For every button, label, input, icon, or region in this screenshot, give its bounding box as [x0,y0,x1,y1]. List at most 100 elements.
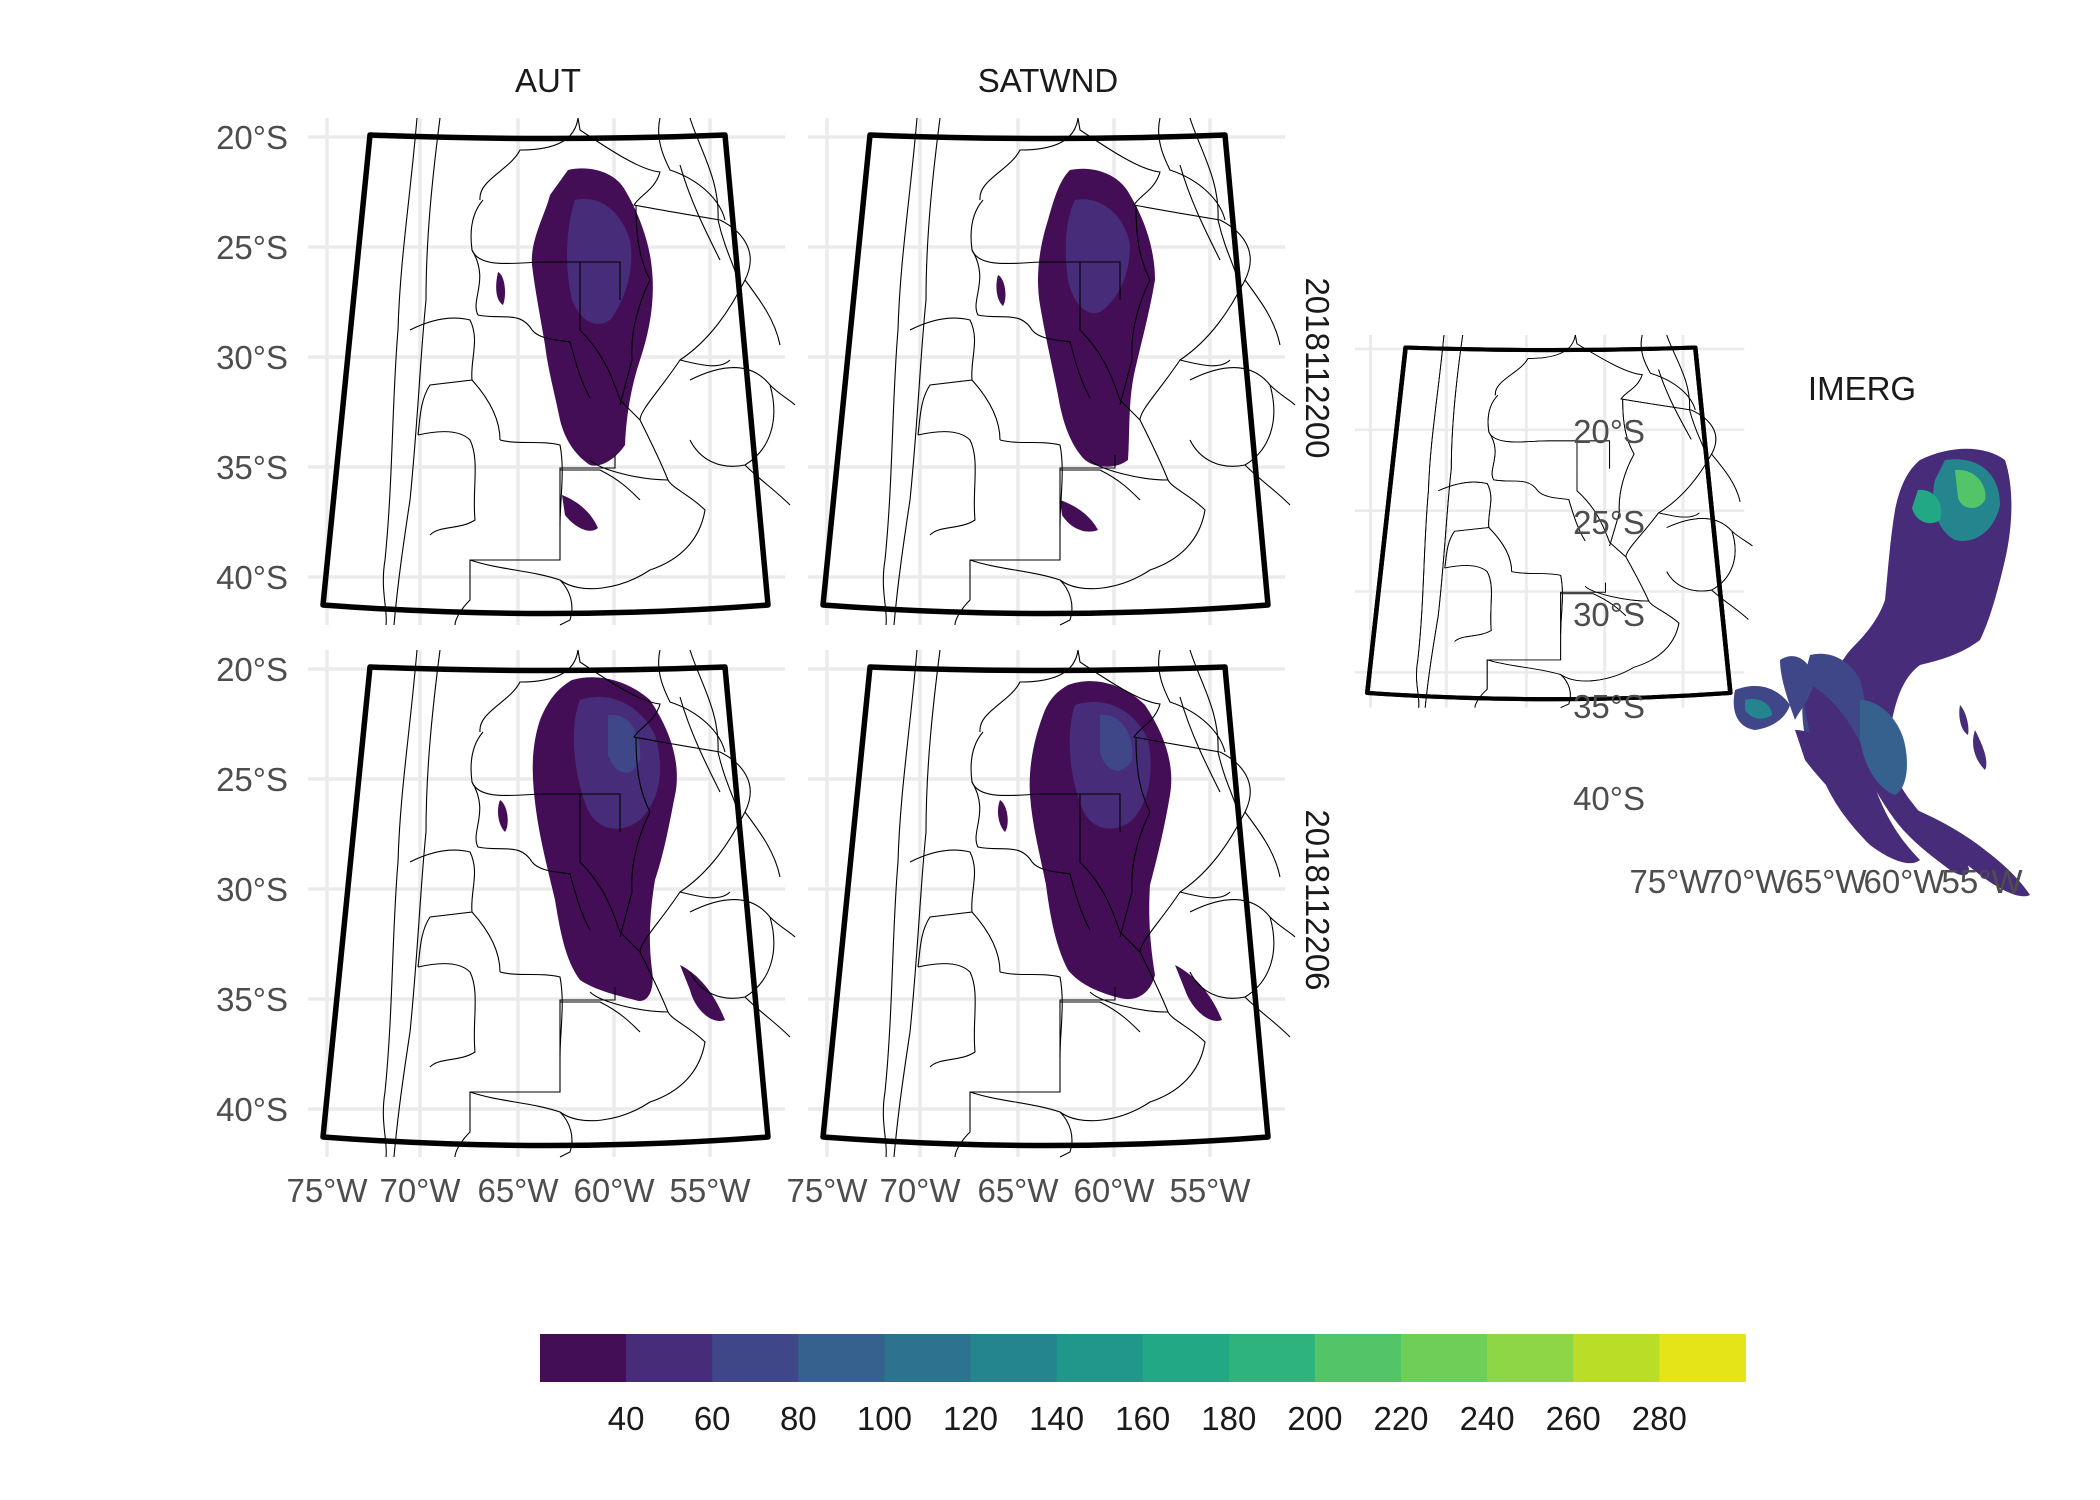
legend-swatch [884,1334,971,1382]
precip-area [562,495,598,531]
grid-lines [808,118,1285,625]
lon-tick-label: 75°W [1629,863,1711,900]
lon-tick-label: 60°W [1863,863,1945,900]
precip-area [1905,805,2030,897]
panel-aut-2018112200 [308,117,796,626]
lat-tick-label: 40°S [216,559,288,596]
strip-label-aut: AUT [515,62,581,99]
lon-tick-label: 55°W [1169,1172,1251,1209]
lon-tick-label: 70°W [1705,863,1787,900]
legend-swatch [712,1334,799,1382]
lon-tick-label: 55°W [669,1172,751,1209]
domain-outline-overlay [1364,345,1733,702]
lat-tick-label: 35°S [216,981,288,1018]
legend-swatch [540,1334,627,1382]
lon-tick-label: 60°W [1073,1172,1155,1209]
legend-swatch [626,1334,713,1382]
legend-tick-label: 180 [1201,1400,1256,1437]
lat-tick-label: 40°S [216,1091,288,1128]
domain-outline [820,132,1271,617]
precip-area [1065,199,1130,314]
lon-tick-label: 55°W [1941,863,2023,900]
precip-area [1912,489,1942,524]
lat-tick-label: 25°S [216,761,288,798]
precip-area [1780,656,1815,720]
legend-swatch [1056,1334,1144,1382]
legend-swatch [1487,1334,1574,1382]
strip-label-satwnd: SATWND [978,62,1119,99]
precip-area [1100,714,1133,771]
panel-satwnd-2018112200 [808,117,1296,626]
strip-label-row-2018112206: 2018112206 [1299,809,1336,990]
precipitation-fill [1733,448,2030,897]
precip-area [1860,700,1907,795]
lon-tick-label: 65°W [1785,863,1867,900]
panel-satwnd-2018112206 [808,649,1296,1158]
precip-area [997,800,1008,832]
grid-lines [1354,334,1745,708]
panel-aut-2018112206 [308,649,796,1158]
legend-tick-label: 200 [1287,1400,1342,1437]
legend-tick-label: 240 [1460,1400,1515,1437]
precip-area [608,714,641,773]
legend-swatch [1228,1334,1316,1382]
domain-outline [320,132,771,617]
precip-area [1745,699,1772,719]
legend-tick-label: 100 [857,1400,912,1437]
precipitation-fill [497,677,725,1021]
legend-tick-label: 220 [1373,1400,1428,1437]
lon-tick-label: 65°W [977,1172,1059,1209]
precip-area [1795,730,1895,840]
lat-tick-label: 30°S [216,339,288,376]
legend-tick-label: 140 [1029,1400,1084,1437]
lon-tick-label: 75°W [286,1172,368,1209]
lon-tick-label: 65°W [477,1172,559,1209]
lat-tick-label: 25°S [1573,504,1645,541]
lat-tick-label: 20°S [216,119,288,156]
legend-tick-label: 120 [943,1400,998,1437]
lon-tick-label: 70°W [379,1172,461,1209]
legend-tick-label: 40 [608,1400,645,1437]
legend-swatch [1659,1334,1746,1382]
lat-tick-label: 40°S [1573,780,1645,817]
precip-area [496,272,506,305]
legend-swatch [798,1334,885,1382]
panel-imerg [1354,334,2030,897]
legend-swatch [1573,1334,1660,1382]
precipitation-fill [996,168,1155,532]
legend-tick-label: 280 [1632,1400,1687,1437]
domain-outline [1364,345,1733,702]
lat-tick-label: 25°S [216,229,288,266]
legend-tick-label: 60 [694,1400,731,1437]
lat-tick-label: 20°S [1573,413,1645,450]
precip-area [1973,730,1987,770]
strip-label-imerg: IMERG [1808,370,1916,407]
lat-tick-label: 20°S [216,651,288,688]
lon-tick-label: 70°W [879,1172,961,1209]
color-legend: 40 60 80 100 120 140 160 180 200 220 240 260 280 [540,1334,1746,1437]
precip-area [680,965,725,1021]
lat-tick-label: 30°S [1573,596,1645,633]
precipitation-fill [496,168,653,531]
strip-label-row-2018112200: 2018112200 [1299,277,1336,458]
legend-swatch [1142,1334,1230,1382]
precip-area [996,275,1006,306]
lat-tick-label: 30°S [216,871,288,908]
legend-tick-label: 260 [1546,1400,1601,1437]
legend-tick-label: 80 [780,1400,817,1437]
precip-area [1955,469,1986,509]
domain-outline [320,664,771,1149]
precip-area [497,800,508,832]
legend-tick-label: 160 [1115,1400,1170,1437]
legend-swatch [1401,1334,1488,1382]
precip-area [1800,680,1920,864]
precipitation-fill [997,681,1222,1021]
lat-tick-label: 35°S [1573,688,1645,725]
precip-area [1959,705,1969,735]
legend-swatch [970,1334,1058,1382]
precip-area [1175,965,1222,1021]
lon-tick-label: 60°W [573,1172,655,1209]
lon-tick-label: 75°W [786,1172,868,1209]
domain-outline [820,664,1271,1149]
